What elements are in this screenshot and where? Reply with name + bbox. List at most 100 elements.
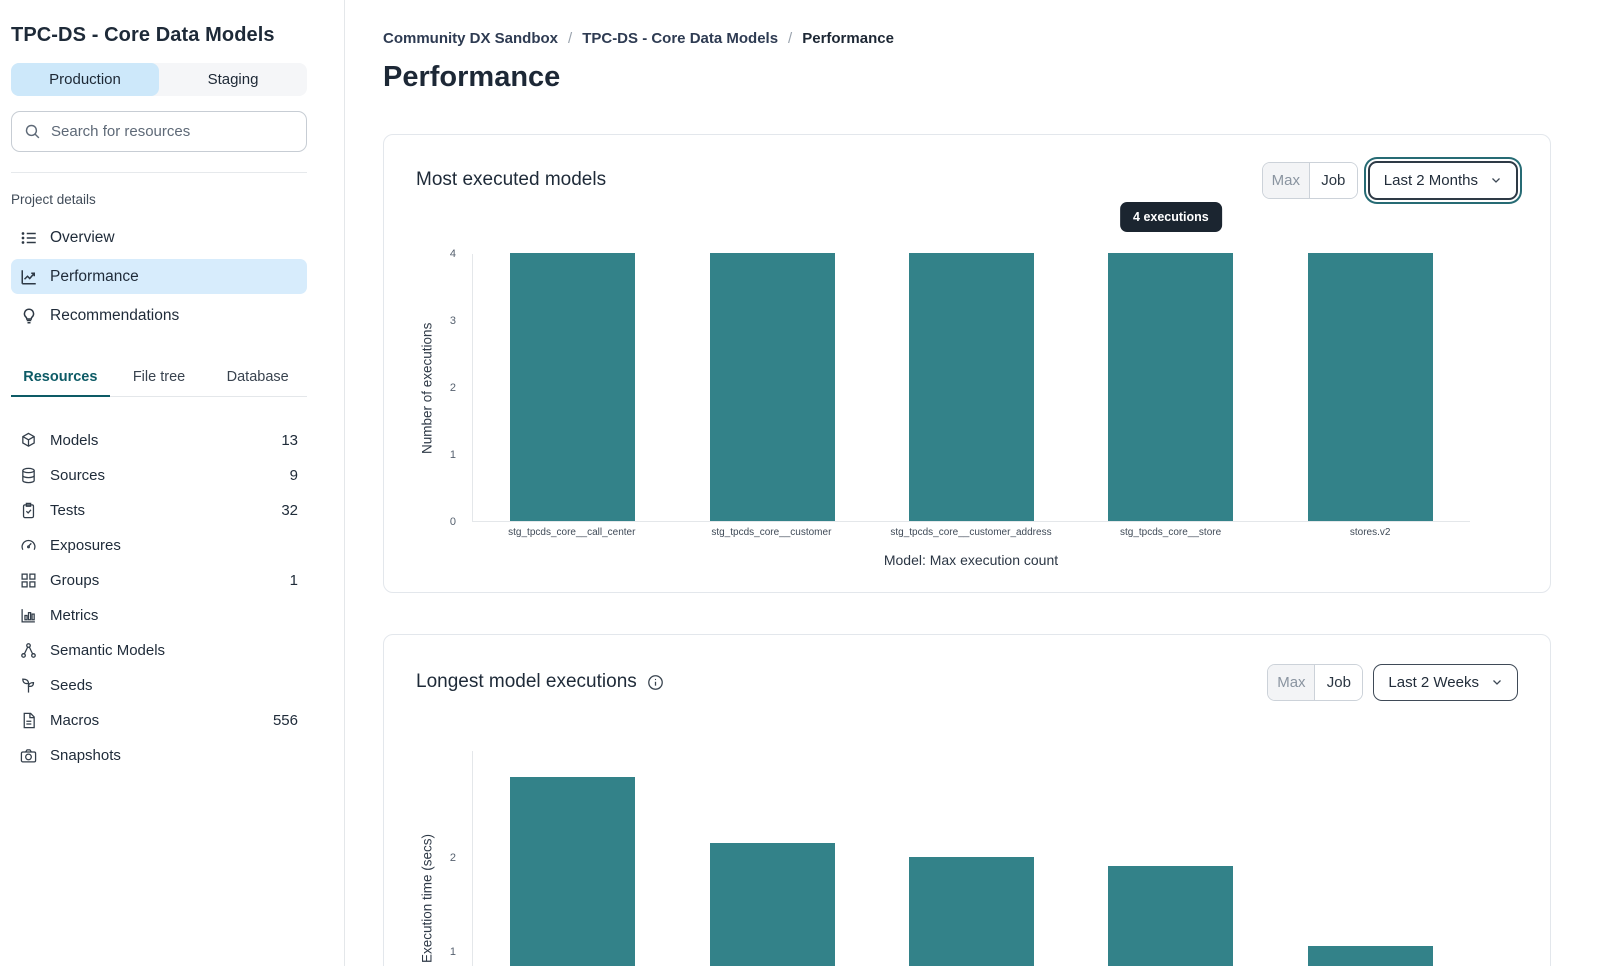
date-range-dropdown[interactable]: Last 2 Weeks (1373, 663, 1518, 701)
bar-chart-icon (21, 609, 35, 623)
info-icon[interactable] (647, 674, 664, 691)
bar-slot (473, 751, 672, 966)
project-title: TPC-DS - Core Data Models (11, 24, 275, 46)
y-axis-title: Number of executions (419, 322, 435, 454)
bar-slot (1271, 751, 1470, 966)
bar[interactable] (510, 777, 636, 966)
most-executed-models-card: Most executed models Max Job Last 2 Mont… (383, 134, 1551, 593)
aggregate-toggle: Max Job (1267, 663, 1364, 701)
chart-title: Most executed models (416, 169, 607, 190)
sidebar-item-label: Recommendations (50, 306, 180, 324)
longest-model-executions-card: Longest model executions Max Job Last 2 … (383, 634, 1551, 966)
bar-slot (473, 253, 672, 521)
chevron-down-icon (1492, 178, 1500, 183)
bar[interactable] (1307, 946, 1433, 966)
y-tick-label: 3 (449, 315, 456, 327)
chart-tooltip: 4 executions (1120, 202, 1222, 232)
breadcrumb-link-project[interactable]: TPC-DS - Core Data Models (582, 30, 779, 47)
sidebar-item-seeds[interactable]: Seeds (11, 668, 307, 703)
bar-slot (1071, 253, 1270, 521)
bar[interactable] (909, 253, 1035, 521)
list-icon (21, 231, 36, 244)
search-box[interactable] (11, 111, 307, 152)
resource-label: Metrics (50, 607, 99, 624)
y-axis-title: Execution time (secs) (419, 833, 435, 963)
clipboard-check-icon (22, 502, 35, 519)
page-title: Performance (383, 61, 561, 93)
seedling-icon (22, 678, 35, 693)
project-nav: Overview Performance Recommendations (11, 220, 307, 333)
project-details-label: Project details (11, 192, 96, 207)
resource-tabs: Resources File tree Database (11, 369, 307, 397)
bar[interactable] (909, 857, 1035, 966)
x-category-label: stores.v2 (1349, 527, 1391, 538)
sidebar-item-label: Overview (50, 228, 115, 246)
bars (473, 253, 1470, 521)
bars (473, 751, 1470, 966)
sidebar-item-snapshots[interactable]: Snapshots (11, 738, 307, 773)
tab-file-tree[interactable]: File tree (132, 369, 186, 385)
camera-icon (20, 749, 37, 763)
y-tick-label: 2 (449, 852, 456, 864)
sidebar-item-groups[interactable]: Groups 1 (11, 563, 307, 598)
env-tab-production[interactable]: Production (11, 63, 159, 96)
date-range-value: Last 2 Months (1383, 171, 1478, 189)
resource-count: 13 (281, 432, 298, 449)
job-button[interactable]: Job (1309, 162, 1357, 198)
file-icon (23, 712, 35, 729)
resource-label: Seeds (50, 677, 93, 694)
job-button[interactable]: Job (1315, 664, 1363, 700)
bar[interactable] (1108, 253, 1234, 521)
sidebar-item-tests[interactable]: Tests 32 (11, 493, 307, 528)
tab-resources[interactable]: Resources (11, 369, 110, 397)
resource-label: Snapshots (50, 747, 121, 764)
bar[interactable] (510, 253, 636, 521)
x-category-label: stg_tpcds_core__call_center (508, 527, 636, 538)
resource-label: Macros (50, 712, 100, 729)
resource-count: 1 (289, 572, 298, 589)
lightbulb-icon (23, 307, 35, 323)
x-category-label: stg_tpcds_core__store (1119, 527, 1222, 538)
tab-database[interactable]: Database (226, 369, 289, 385)
main-content: Community DX Sandbox / TPC-DS - Core Dat… (345, 0, 1621, 966)
sidebar-item-overview[interactable]: Overview (11, 220, 307, 255)
sidebar-item-semantic-models[interactable]: Semantic Models (11, 633, 307, 668)
x-category-label: stg_tpcds_core__customer (711, 527, 832, 538)
search-icon (25, 124, 40, 139)
max-button[interactable]: Max (1262, 162, 1310, 198)
bar-slot (1271, 253, 1470, 521)
resource-label: Groups (50, 572, 100, 589)
breadcrumb-current: Performance (802, 30, 894, 47)
bar[interactable] (1108, 866, 1234, 966)
resource-label: Tests (50, 502, 86, 519)
bar[interactable] (709, 843, 835, 966)
chart-title: Longest model executions (416, 671, 637, 692)
bar[interactable] (1307, 253, 1433, 521)
sidebar-item-performance[interactable]: Performance (11, 259, 307, 294)
max-button[interactable]: Max (1268, 664, 1316, 700)
sidebar-item-macros[interactable]: Macros 556 (11, 703, 307, 738)
sidebar-item-metrics[interactable]: Metrics (11, 598, 307, 633)
breadcrumb-link-account[interactable]: Community DX Sandbox (383, 30, 559, 47)
search-input[interactable] (51, 123, 294, 140)
breadcrumb-separator: / (788, 30, 793, 47)
sidebar-item-models[interactable]: Models 13 (11, 423, 307, 458)
sidebar-item-exposures[interactable]: Exposures (11, 528, 307, 563)
bar-slot (872, 751, 1071, 966)
resource-label: Models (50, 432, 99, 449)
date-range-dropdown[interactable]: Last 2 Months (1367, 160, 1518, 200)
sidebar-item-label: Performance (50, 267, 139, 285)
resource-label: Semantic Models (50, 642, 166, 659)
resource-label: Exposures (50, 537, 121, 554)
y-tick-label: 4 (449, 248, 456, 260)
resource-count: 32 (281, 502, 298, 519)
env-tab-staging[interactable]: Staging (207, 71, 259, 88)
line-chart-icon (21, 269, 36, 284)
sidebar-item-recommendations[interactable]: Recommendations (11, 298, 307, 333)
bar[interactable] (709, 253, 835, 521)
breadcrumb-separator: / (568, 30, 573, 47)
date-range-value: Last 2 Weeks (1388, 673, 1479, 691)
sidebar-item-sources[interactable]: Sources 9 (11, 458, 307, 493)
